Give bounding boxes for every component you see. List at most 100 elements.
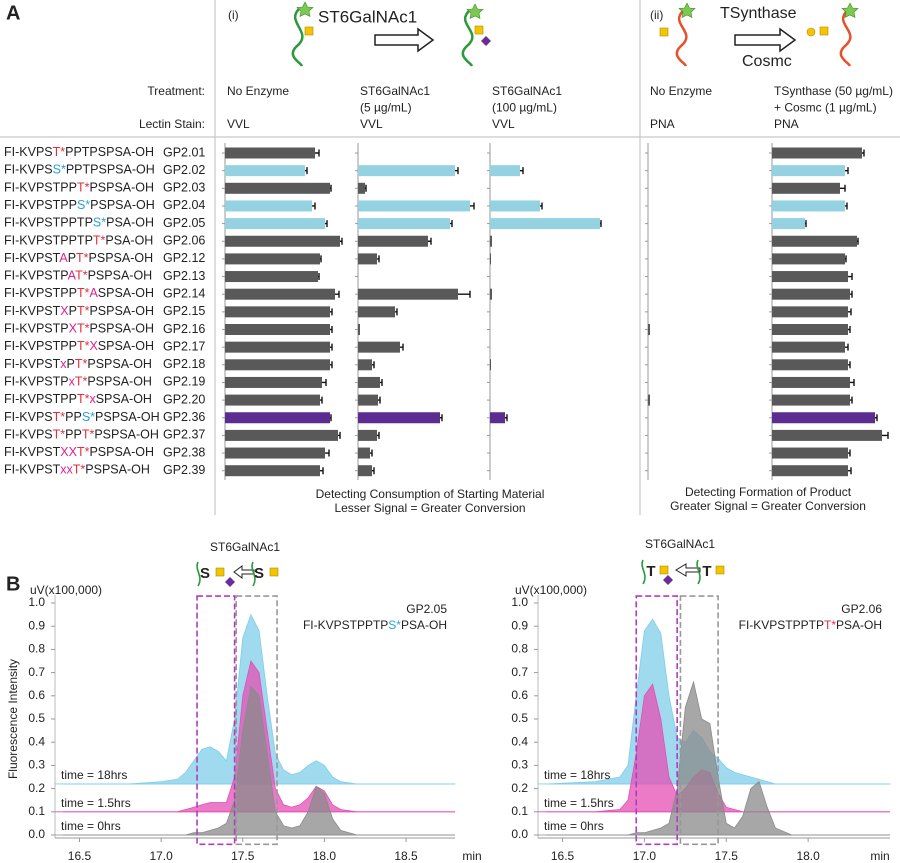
peptide-label-segment: S*	[82, 410, 95, 424]
peptide-label-segment: FI-KVPS	[4, 410, 53, 424]
error-bar	[377, 255, 380, 263]
y-tick-label: 0.1	[511, 804, 528, 818]
peptide-label-segment: FI-KVPSTP	[4, 375, 69, 389]
annotation-sequence-segment: PSA-OH	[836, 618, 882, 632]
peptide-label-segment: PSPSA-OH	[89, 304, 154, 318]
treatment-label: ST6GalNAc1	[492, 84, 562, 98]
lectin-label: VVL	[492, 117, 515, 131]
peptide-label-segment: T*	[53, 145, 66, 159]
y-tick-label: 0.3	[28, 758, 45, 772]
peptide-id: GP2.36	[163, 410, 205, 424]
peptide-label: FI-KVPSTPPTPT*PSA-OH	[4, 234, 153, 248]
peptide-label-segment: T*	[77, 392, 90, 406]
bar	[225, 271, 318, 283]
bar	[358, 359, 372, 371]
peptide-label-segment: T*	[93, 234, 106, 248]
bar	[490, 218, 600, 230]
bar	[490, 200, 540, 212]
error-bar	[372, 467, 375, 475]
error-bar	[370, 449, 373, 457]
bar	[772, 394, 850, 406]
bar	[490, 412, 505, 424]
peptide-label: FI-KVPST*PPTPSPSA-OH	[4, 145, 154, 159]
error-bar	[305, 167, 308, 175]
bar	[772, 306, 848, 318]
peptide-label-segment: PSPSA-OH	[89, 181, 154, 195]
footer: Detecting Consumption of Starting Materi…	[316, 487, 545, 501]
peptide-label-segment: S*	[53, 163, 66, 177]
bar	[358, 376, 380, 388]
error-bar	[848, 361, 851, 369]
bar	[772, 288, 850, 300]
cofactor-label: Cosmc	[742, 53, 792, 70]
peptide-label-segment: FI-KVPSTPPTP	[4, 234, 93, 248]
error-bar	[330, 184, 332, 192]
error-bar	[330, 361, 333, 369]
y-tick-label: 0.9	[511, 618, 528, 632]
highlight-box	[635, 595, 678, 846]
error-bar	[455, 167, 459, 175]
y-tick-label: 0.5	[28, 711, 45, 725]
reaction-icon	[291, 1, 859, 67]
error-bar	[340, 237, 343, 245]
peptide-id: GP2.06	[163, 234, 205, 248]
unit-label: uV(x100,000)	[515, 583, 587, 597]
peptide-label-segment: FI-KVPST	[4, 251, 61, 265]
bar	[225, 218, 325, 230]
peptide-label-segment: PSPSA-OH	[90, 198, 155, 212]
y-tick-label: 0.8	[28, 642, 45, 656]
bar	[772, 165, 845, 177]
bar	[772, 324, 848, 335]
peptide-id: GP2.38	[163, 445, 205, 459]
y-tick-label: 0.1	[28, 804, 45, 818]
error-bar	[335, 290, 340, 298]
error-bar	[338, 431, 341, 439]
peptide-label-segment: x	[89, 392, 96, 406]
peptide-label-segment: T*	[53, 428, 66, 442]
x-tick-label: 18.0	[313, 849, 337, 863]
peptide-label-segment: FI-KVPST	[4, 357, 61, 371]
section-label: (i)	[228, 8, 239, 22]
error-bar	[850, 378, 855, 386]
bar	[225, 182, 330, 194]
peptide-label-segment: X	[69, 322, 78, 336]
bar	[225, 165, 305, 177]
treatment-label: TSynthase (50 µg/mL)	[774, 84, 893, 98]
bar	[225, 324, 330, 335]
peptide-label-segment: T*	[73, 463, 86, 477]
enzyme-label: ST6GalNAc1	[645, 537, 715, 551]
bar	[358, 165, 455, 177]
bar	[358, 324, 360, 335]
peptide-id: GP2.17	[163, 339, 205, 353]
error-bar	[845, 202, 848, 210]
peptide-label-segment: FI-KVPST	[4, 445, 61, 459]
bar	[772, 182, 840, 194]
error-bar	[380, 378, 383, 386]
bar	[358, 394, 378, 406]
peptide-label-segment: FI-KVPSTP	[4, 269, 68, 283]
series-label: time = 0hrs	[61, 819, 121, 833]
peptide-label-segment: P	[68, 251, 76, 265]
peptide-label-segment: FI-KVPST	[4, 463, 61, 477]
bar	[772, 359, 848, 371]
error-bar	[850, 290, 853, 298]
unit-label: uV(x100,000)	[30, 583, 102, 597]
icon-residue: S	[254, 565, 264, 582]
peptide-label-segment: P	[67, 357, 75, 371]
peptide-label-segment: PSPSA-OH	[95, 410, 160, 424]
error-bar	[845, 167, 849, 175]
peptide-id: GP2.37	[163, 428, 205, 442]
bar	[772, 447, 848, 459]
bar	[648, 394, 650, 406]
lectin-label: PNA	[774, 117, 799, 131]
peptide-label-segment: PSPSA-OH	[94, 428, 159, 442]
peptide-label-segment: FI-KVPSTPP	[4, 339, 77, 353]
bar	[490, 288, 492, 300]
panel-label: B	[6, 573, 20, 595]
bar	[358, 200, 470, 212]
error-bar	[882, 431, 889, 439]
peptide-label-segment: FI-KVPSTPP	[4, 392, 77, 406]
error-bar	[848, 449, 851, 457]
error-bar	[330, 343, 333, 351]
lectin-label: VVL	[227, 117, 250, 131]
